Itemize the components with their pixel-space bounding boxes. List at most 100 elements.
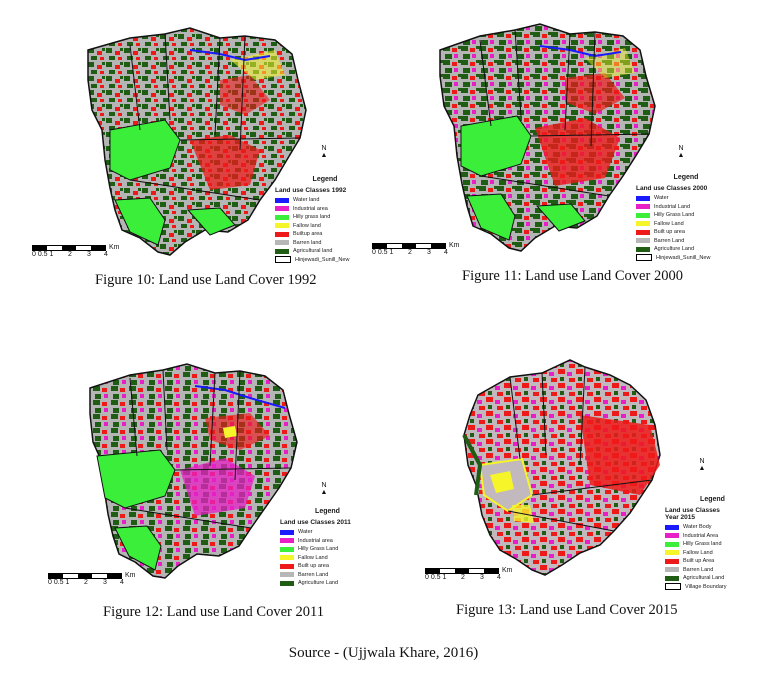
legend-swatch [636,254,652,262]
legend-item: Built up area [636,228,736,237]
legend-item: Agriculture Land [636,245,736,254]
legend-swatch [636,204,650,210]
legend-item: Industrial Land [636,203,736,212]
legend-2000: Legend Land use Classes 2000 Water Indust… [636,174,736,262]
legend-swatch [280,572,294,578]
legend-item: Fallow Land [665,549,760,558]
legend-item: Barren Land [280,571,375,580]
scale-bar-2000: Km 0 0.5 1 2 3 4 [372,242,462,258]
legend-label: Hilly grass land [293,214,331,221]
legend-item: Agricultural Land [665,574,760,583]
legend-swatch [280,529,294,535]
legend-swatch [275,240,289,246]
scale-ticks: 0 0.5 1 2 3 4 [32,251,108,258]
legend-item: Hilly grass land [275,213,375,222]
legend-swatch [275,248,289,254]
legend-label: Agriculture Land [654,246,695,253]
legend-swatch [636,221,650,227]
legend-label: Built up area [654,229,685,236]
legend-label: Fallow Land [298,554,328,561]
map-2015 [462,359,661,576]
north-arrow-1992: N ▲ [318,145,330,159]
legend-item: Fallow Land [636,220,736,229]
legend-2011: Legend Land use Classes 2011 Water Indust… [280,508,375,588]
legend-swatch [275,223,289,229]
legend-item: Agriculture Land [280,579,375,588]
legend-item: Hinjewadi_Sunill_New [275,256,375,265]
legend-label: Agricultural Land [683,575,725,582]
legend-swatch [280,538,294,544]
legend-item: Water Body [665,523,760,532]
scale-ticks: 0 0.5 1 2 3 4 [372,249,448,256]
legend-label: Industrial Area [683,532,719,539]
legend-swatch [280,563,294,569]
legend-title: Legend [315,508,340,515]
north-label: N [699,458,705,465]
legend-swatch [665,533,679,539]
legend-item: Industrial area [275,205,375,214]
legend-label: Hinjewadi_Sunill_New [295,256,350,263]
legend-subtitle: Land use Classes 2000 [636,185,708,192]
scale-bar-2011: Km 0 0.5 1 2 3 4 [48,572,138,588]
legend-label: Hilly Grass Land [654,212,695,219]
legend-swatch [275,214,289,220]
legend-item: Hilly Grass land [665,540,760,549]
legend-label: Agricultural land [293,248,333,255]
legend-item: Hilly Grass Land [636,211,736,220]
figure-caption: Figure 12: Land use Land Cover 2011 [103,604,324,620]
north-arrow-icon: ▲ [698,465,706,472]
legend-label: Built up Area [683,558,715,565]
legend-item: Barren Land [665,566,760,575]
legend-label: Industrial area [293,205,328,212]
legend-label: Agriculture Land [298,580,339,587]
scale-ticks: 0 0.5 1 2 3 4 [48,579,124,586]
legend-swatch [665,541,679,547]
legend-label: Barren Land [654,237,685,244]
scale-unit: Km [502,567,513,574]
scale-bar-2015: Km 0 0.5 1 2 3 4 [425,567,515,583]
legend-label: Industrial Land [654,203,691,210]
legend-swatch [665,583,681,591]
legend-rows: Water Body Industrial Area Hilly Grass lan… [665,523,760,591]
north-arrow-2000: N ▲ [675,145,687,159]
legend-item: Fallow Land [280,554,375,563]
legend-subtitle: Land use Classes 1992 [275,187,347,194]
legend-label: Hilly Grass Land [298,546,339,553]
legend-label: Barren Land [298,571,329,578]
legend-item: Water [636,194,736,203]
legend-item: Industrial area [280,537,375,546]
north-arrow-2011: N ▲ [318,482,330,496]
legend-item: Village Boundary [665,583,760,592]
legend-item: Built up area [280,562,375,571]
legend-item: Hinjewadi_Sunill_New [636,254,736,263]
legend-swatch [665,567,679,573]
legend-swatch [636,212,650,218]
legend-item: Agricultural land [275,247,375,256]
legend-label: Water land [293,197,320,204]
map-2000 [439,23,656,252]
legend-swatch [636,246,650,252]
legend-label: Barren land [293,239,322,246]
legend-swatch [665,550,679,556]
legend-1992: Legend Land use Classes 1992 Water land I… [275,176,375,264]
legend-item: Water land [275,196,375,205]
map-2011 [89,363,298,579]
legend-title: Legend [673,174,699,181]
legend-label: Hilly Grass land [683,541,722,548]
legend-swatch [280,580,294,586]
legend-item: Builtup area [275,230,375,239]
legend-rows: Water Industrial Land Hilly Grass Land Fall… [636,194,736,262]
legend-swatch [636,238,650,244]
north-label: N [321,145,327,152]
legend-swatch [275,256,291,264]
scale-ticks: 0 0.5 1 2 3 4 [425,574,501,581]
legend-item: Hilly Grass Land [280,545,375,554]
north-arrow-icon: ▲ [320,489,328,496]
figure-caption: Figure 11: Land use Land Cover 2000 [462,268,683,284]
legend-label: Industrial area [298,537,333,544]
legend-rows: Water Industrial area Hilly Grass Land Fall… [280,528,375,588]
figure-caption: Figure 13: Land use Land Cover 2015 [456,602,678,618]
legend-item: Barren Land [636,237,736,246]
legend-swatch [280,555,294,561]
legend-label: Built up area [298,563,329,570]
